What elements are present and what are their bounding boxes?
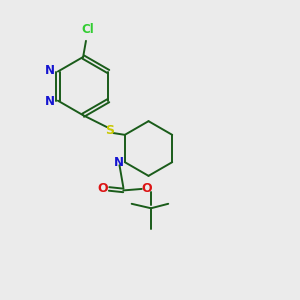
Text: N: N [114, 156, 124, 169]
Text: S: S [105, 124, 114, 137]
Text: N: N [45, 64, 55, 77]
Text: N: N [45, 95, 55, 108]
Text: O: O [97, 182, 108, 195]
Text: Cl: Cl [81, 22, 94, 35]
Text: O: O [142, 182, 152, 195]
